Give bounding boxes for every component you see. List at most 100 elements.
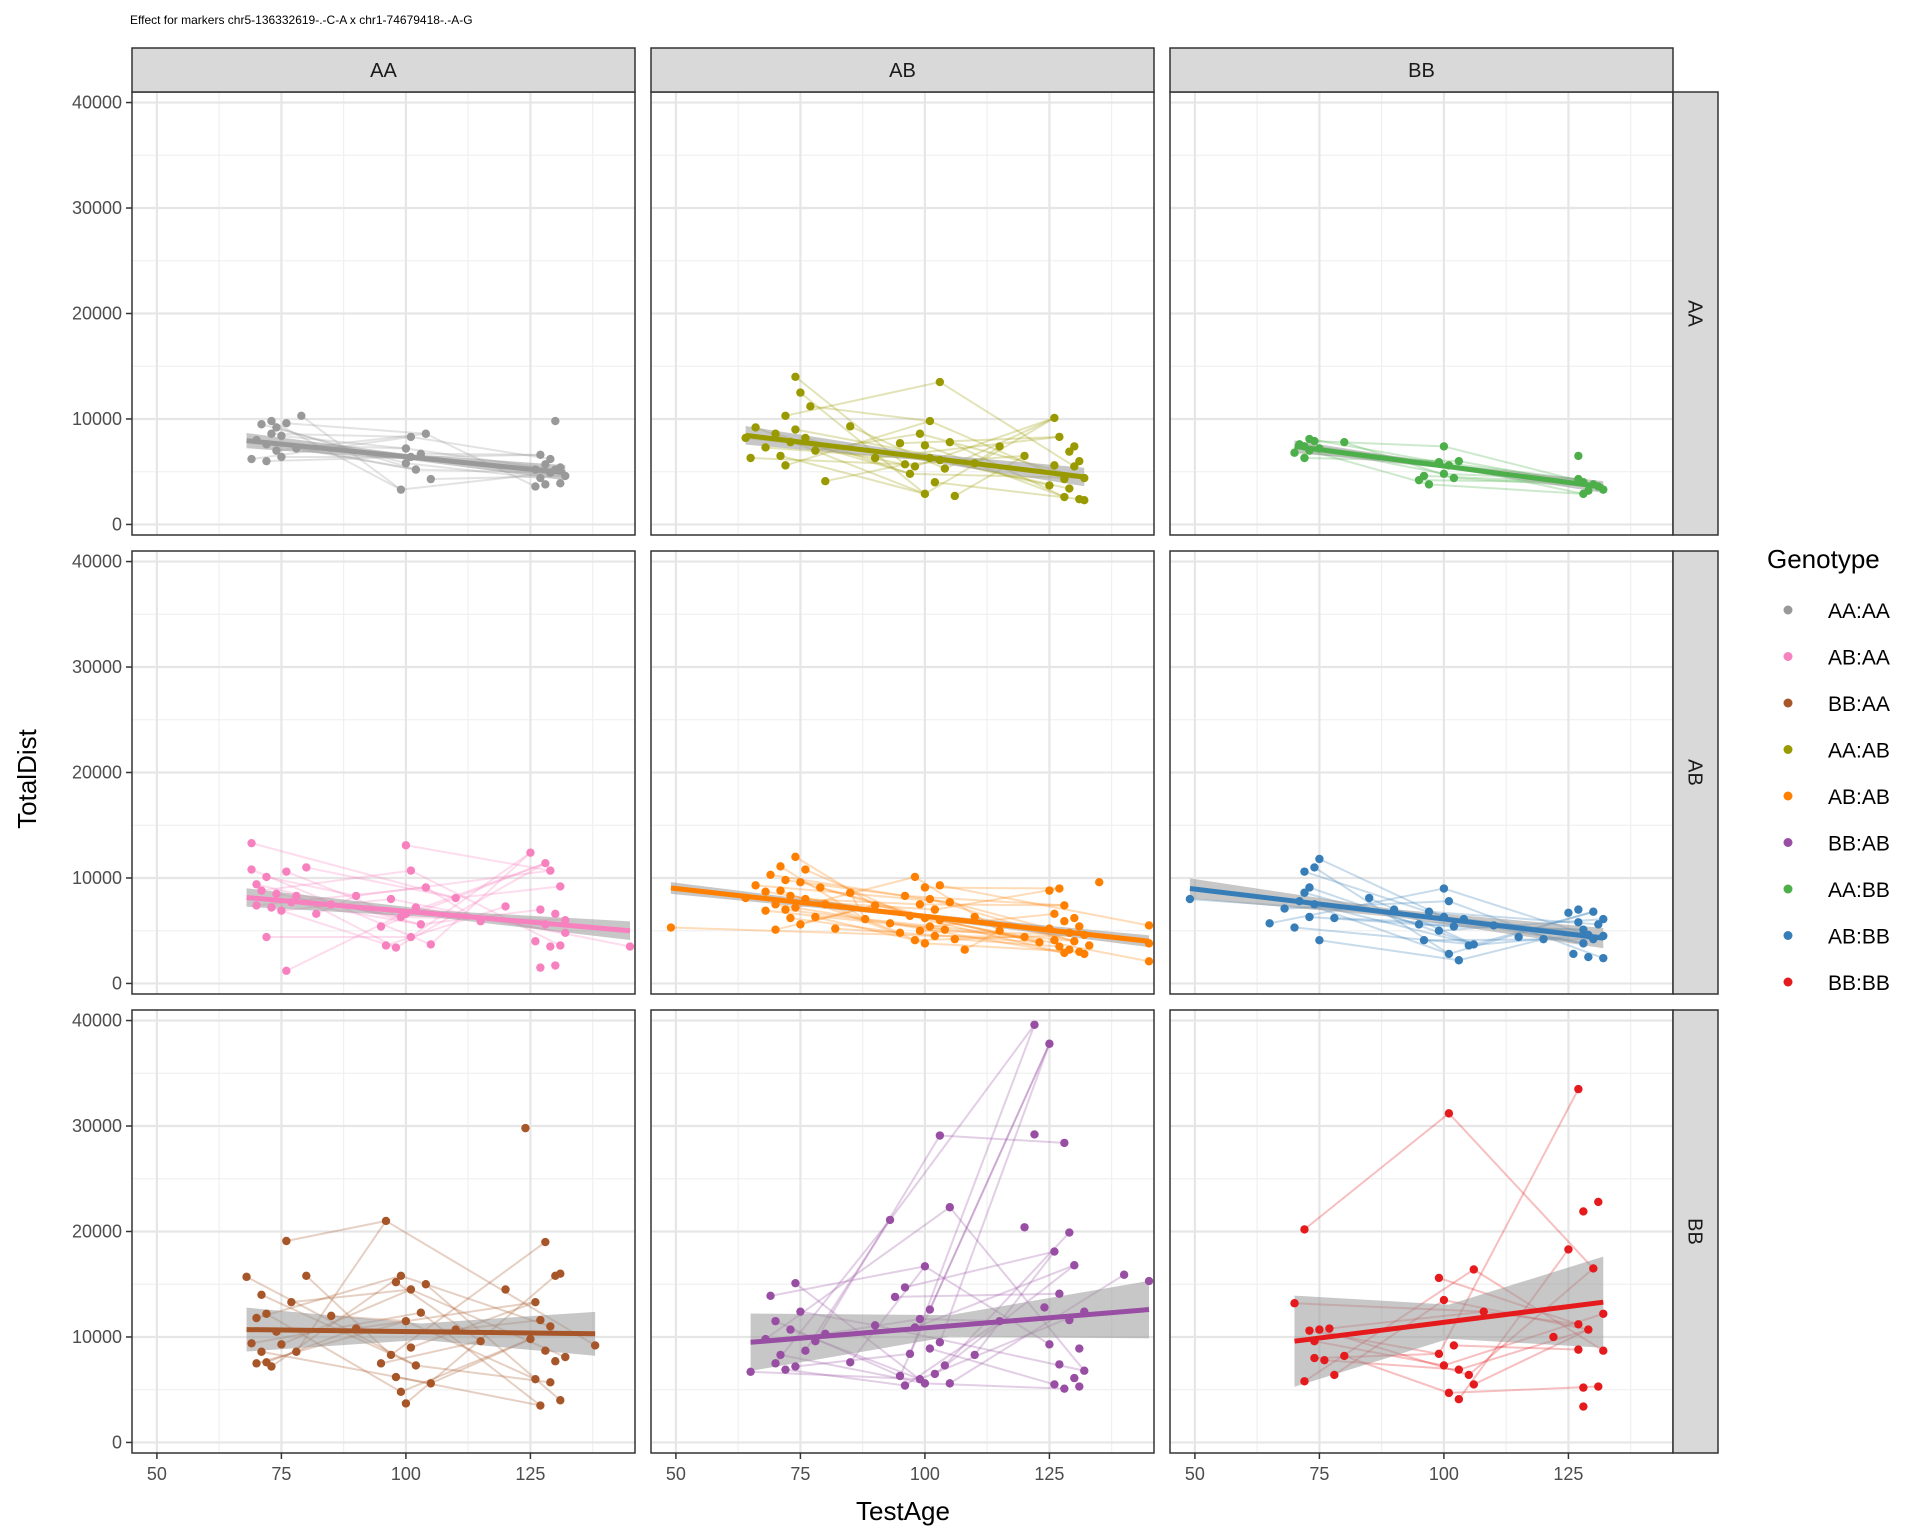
data-point — [1085, 941, 1094, 950]
data-point — [561, 915, 570, 925]
data-point — [1070, 1373, 1079, 1383]
trend-line — [246, 894, 631, 934]
data-point — [945, 1203, 955, 1212]
data-point — [1419, 471, 1429, 481]
row-strip-label: AA — [1684, 300, 1706, 327]
data-point — [262, 456, 271, 466]
row-strip-label: BB — [1684, 1218, 1706, 1245]
trajectory-line — [271, 432, 411, 438]
data-point — [1584, 1325, 1593, 1334]
data-point — [930, 478, 940, 487]
data-point — [381, 1216, 391, 1226]
data-point — [781, 905, 790, 914]
data-point — [1075, 922, 1084, 931]
trajectory-line — [939, 1134, 1065, 1144]
data-point — [546, 454, 555, 464]
data-point — [401, 459, 411, 468]
data-point — [761, 887, 770, 896]
legend-key — [1783, 791, 1793, 801]
x-tick-label: 50 — [666, 1464, 686, 1484]
data-point — [1045, 481, 1054, 490]
y-tick-label: 40000 — [72, 93, 122, 113]
data-point — [1439, 884, 1449, 893]
data-point — [1599, 1309, 1608, 1318]
data-point — [1454, 1365, 1464, 1374]
legend-label: BB:AA — [1828, 693, 1890, 716]
data-point — [1574, 1320, 1583, 1329]
trajectory-line — [395, 862, 546, 949]
data-point — [556, 479, 565, 488]
data-point — [267, 1362, 276, 1371]
data-point — [556, 882, 565, 891]
data-point — [776, 862, 785, 871]
data-point — [536, 450, 545, 460]
data-point — [1579, 925, 1588, 934]
data-point — [1060, 492, 1069, 502]
data-point — [556, 941, 565, 950]
data-point — [781, 875, 790, 885]
trajectory-line — [944, 1231, 1071, 1367]
legend-key — [1783, 931, 1793, 940]
data-point — [421, 1280, 431, 1289]
data-point — [1424, 480, 1434, 489]
data-point — [1060, 1384, 1069, 1393]
data-point — [1070, 462, 1079, 471]
panel-AB-AA — [131, 550, 636, 995]
data-point — [806, 402, 815, 411]
strip-background — [131, 47, 636, 93]
legend-label: BB:AB — [1828, 833, 1890, 856]
data-point — [846, 888, 855, 897]
data-point — [1050, 909, 1059, 919]
legend-item: AA:BB — [1783, 879, 1890, 902]
facet-panels — [131, 91, 1674, 1454]
trajectory-line — [949, 1206, 1086, 1372]
trajectory-line — [270, 420, 402, 491]
data-points — [1185, 854, 1608, 965]
data-point — [846, 1358, 855, 1367]
trajectory-line — [790, 917, 901, 934]
data-point — [526, 1334, 535, 1344]
data-point — [870, 1321, 880, 1330]
legend-title: Genotype — [1767, 544, 1880, 574]
data-point — [751, 881, 760, 890]
trajectory-line — [1448, 1385, 1599, 1394]
data-point — [950, 934, 959, 944]
strip-background — [1169, 47, 1674, 93]
data-point — [1599, 953, 1608, 963]
trajectory-line — [929, 912, 1055, 928]
data-point — [1310, 436, 1319, 446]
trajectory-line — [938, 1043, 1051, 1343]
x-tick-label: 75 — [1309, 1464, 1329, 1484]
data-point — [935, 881, 945, 890]
data-point — [551, 909, 560, 919]
trajectory-line — [286, 422, 426, 435]
data-point — [1045, 1039, 1054, 1048]
row-strip-label: AB — [1684, 759, 1706, 786]
legend-key — [1783, 605, 1793, 615]
data-point — [421, 429, 431, 438]
y-tick-label: 10000 — [72, 409, 122, 429]
trajectory-line — [924, 886, 1060, 890]
data-point — [895, 439, 905, 448]
panel-AA-BB — [1169, 91, 1674, 536]
data-point — [396, 1271, 406, 1281]
x-tick-label: 100 — [391, 1464, 421, 1484]
x-tick-label: 125 — [515, 1464, 545, 1484]
y-tick-label: 10000 — [72, 1327, 122, 1347]
data-point — [277, 1340, 286, 1349]
data-point — [536, 963, 545, 972]
data-points — [1290, 1084, 1608, 1411]
data-point — [1315, 936, 1324, 945]
data-point — [1045, 1340, 1054, 1349]
legend-label: AA:AB — [1828, 740, 1890, 763]
data-point — [1065, 945, 1074, 954]
data-point — [781, 1365, 790, 1374]
trend-line — [1189, 886, 1604, 941]
data-point — [995, 926, 1004, 935]
data-point — [312, 909, 321, 919]
data-point — [1305, 1326, 1314, 1335]
trajectory-line — [251, 842, 456, 899]
trajectory-line — [934, 934, 1025, 939]
data-point — [561, 928, 570, 938]
